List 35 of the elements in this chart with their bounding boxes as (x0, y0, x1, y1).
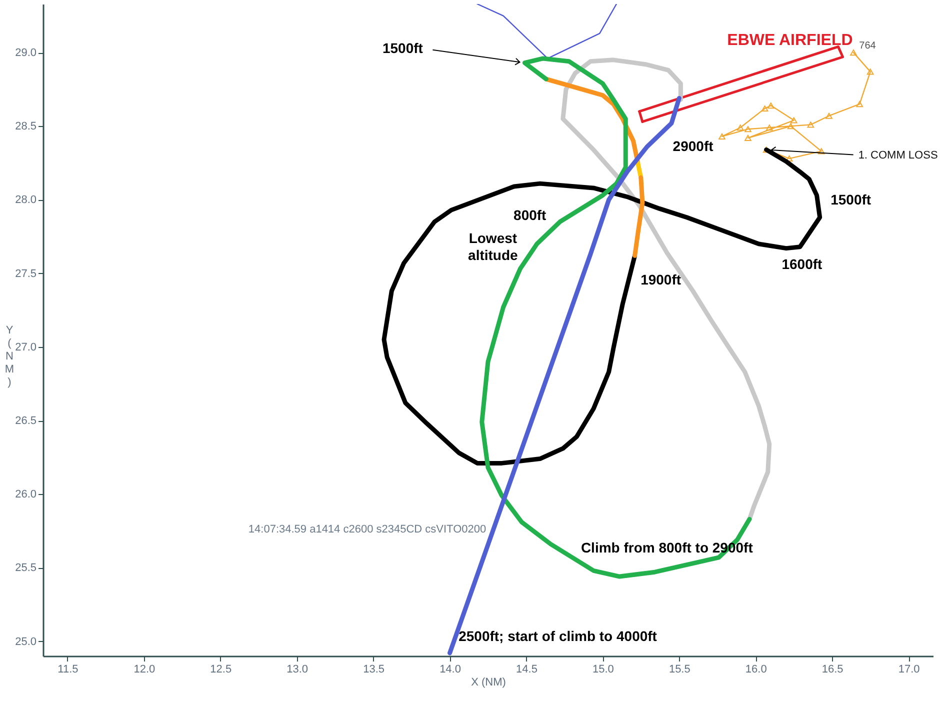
y-tick-label: 27.5 (15, 268, 36, 280)
y-axis-title: Y (NM) (4, 324, 14, 388)
annotation: 2900ft (672, 138, 714, 154)
x-tick-label: 16.5 (822, 664, 844, 676)
x-tick-label: 14.5 (516, 664, 538, 676)
x-tick-label: 12.5 (210, 664, 232, 676)
annotation: 2500ft; start of climb to 4000ft (458, 628, 658, 644)
y-tick-label: 25.0 (15, 636, 36, 648)
y-tick-label: 26.0 (15, 488, 36, 501)
x-tick-label: 15.0 (592, 664, 614, 676)
y-tick-label: 28.0 (15, 194, 36, 206)
y-tick-label: 27.0 (15, 341, 36, 354)
y-tick-label: 26.5 (15, 415, 36, 428)
annotation: 1600ft (782, 256, 823, 272)
annotation: 764 (859, 40, 876, 52)
annotation: 800ft (514, 206, 547, 223)
annotation: 1900ft (640, 272, 682, 288)
x-tick-label: 16.0 (745, 664, 767, 676)
x-axis-title: X (NM) (471, 676, 506, 688)
y-tick-label: 29.0 (15, 47, 36, 60)
annotation: 1500ft (830, 191, 872, 208)
annotation: Lowest altitude (468, 230, 518, 263)
annotation: 1. COMM LOSS (858, 150, 938, 162)
x-tick-label: 13.5 (363, 664, 385, 676)
annotation: 1500ft (382, 40, 424, 56)
x-tick-label: 11.5 (58, 664, 78, 676)
x-tick-label: 15.5 (668, 664, 690, 676)
annotation: 14:07:34.59 a1414 c2600 s2345CD csVITO0200 (248, 523, 486, 536)
x-tick-label: 17.0 (898, 664, 920, 676)
x-tick-label: 13.0 (286, 664, 308, 676)
y-tick-label: 28.5 (15, 120, 36, 133)
x-tick-label: 14.0 (440, 664, 461, 676)
series-label: EBWE AIRFIELD (727, 32, 853, 49)
y-tick-label: 25.5 (15, 562, 36, 574)
x-tick-label: 12.0 (134, 664, 156, 676)
